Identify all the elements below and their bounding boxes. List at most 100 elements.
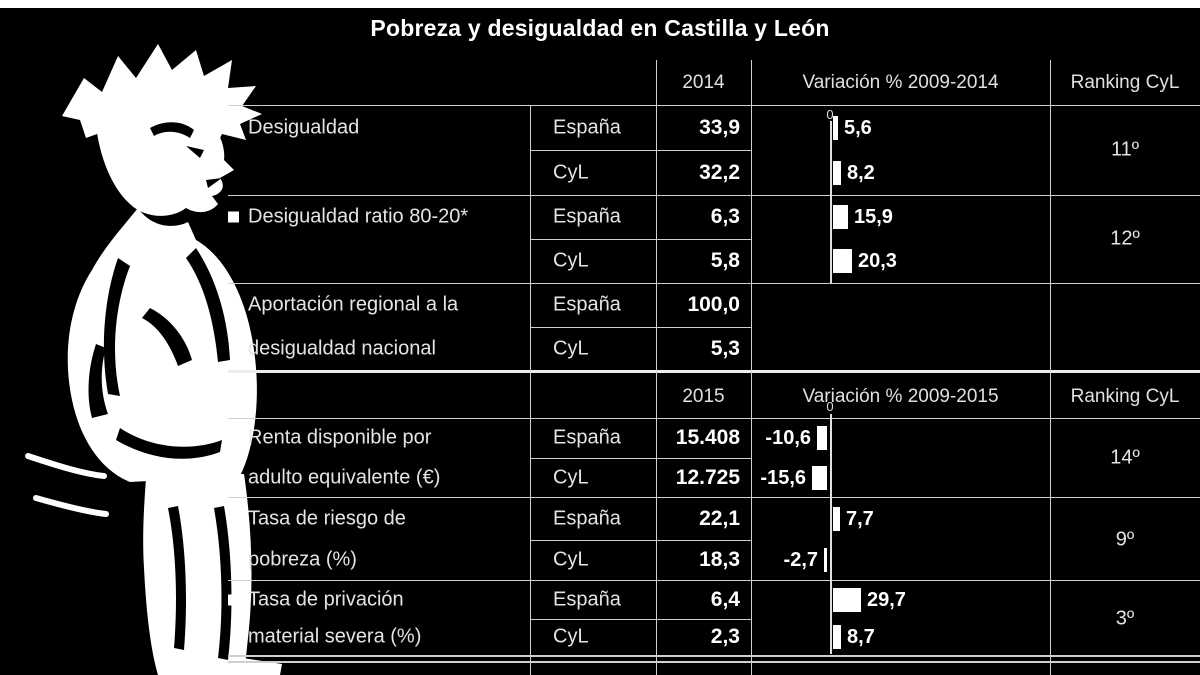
variation-value: 8,7 <box>847 626 875 649</box>
axis-zero-label: 0 <box>826 399 834 414</box>
entity-label: España <box>553 426 621 449</box>
indicator-label: Tasa de riesgo de <box>248 507 406 530</box>
table-group-renta-disponible: Renta disponible por adulto equivalente … <box>0 418 1200 498</box>
row-divider <box>530 150 751 151</box>
variation-bar <box>833 205 848 229</box>
variation-bar <box>812 466 827 490</box>
ranking-column-header: Ranking CyL <box>1070 71 1180 93</box>
entity-label: España <box>553 205 621 228</box>
bullet-square-icon <box>228 513 239 525</box>
table-header-2015: 2015 Variación % 2009-2015 Ranking CyL <box>0 375 1200 418</box>
entity-label: CyL <box>553 466 589 489</box>
grid-hline <box>228 418 1200 419</box>
indicator-label: Desigualdad <box>248 116 360 138</box>
variation-bar-row: 20,3 <box>833 247 897 275</box>
variation-bar-row: 15,9 <box>833 203 893 231</box>
variation-bar-row: 7,7 <box>833 505 874 533</box>
variation-column-header: Variación % 2009-2015 <box>802 385 999 407</box>
indicator-label: Desigualdad ratio 80-20* <box>248 205 469 228</box>
bullet-square-icon <box>228 432 239 444</box>
bottom-double-line-top <box>228 655 1200 657</box>
variation-bar-row: 5,6 <box>833 114 872 142</box>
grid-vline <box>1050 60 1051 675</box>
grid-vline <box>530 105 531 675</box>
value-cell: 6,4 <box>710 587 740 611</box>
entity-label: CyL <box>553 337 589 360</box>
ranking-cell: 12º <box>1110 227 1140 250</box>
variation-bar <box>833 160 841 185</box>
variation-zero-axis <box>830 414 832 654</box>
indicator-label-line2: material severa (%) <box>248 625 422 648</box>
row-divider <box>530 458 751 459</box>
grid-hline <box>228 283 1200 284</box>
grid-vline <box>656 60 657 675</box>
row-divider <box>530 618 751 620</box>
value-cell: 18,3 <box>699 548 740 572</box>
indicator-label-line2: pobreza (%) <box>248 548 357 571</box>
bottom-double-line-bottom <box>228 661 1200 663</box>
variation-bar <box>833 115 838 140</box>
variation-value: 8,2 <box>847 161 875 184</box>
value-cell: 2,3 <box>710 625 740 649</box>
entity-label: CyL <box>553 548 589 571</box>
value-cell: 12.725 <box>675 466 740 489</box>
top-border-bar <box>0 0 1200 8</box>
year-column-header: 2014 <box>682 71 725 93</box>
table-group-ratio-80-20: Desigualdad ratio 80-20* España CyL 6,3 … <box>0 195 1200 283</box>
variation-bar-row: 29,7 <box>833 586 906 614</box>
variation-value: 29,7 <box>867 588 906 611</box>
variation-bar <box>833 506 840 531</box>
ranking-column-header: Ranking CyL <box>1070 385 1180 407</box>
indicator-label-line2: desigualdad nacional <box>248 337 436 360</box>
bullet-square-icon <box>228 594 239 606</box>
indicator-label: Aportación regional a la <box>248 293 459 316</box>
entity-label: CyL <box>553 625 589 648</box>
variation-value: -15,6 <box>760 467 806 489</box>
row-divider <box>530 239 751 240</box>
ranking-cell: 9º <box>1115 528 1135 550</box>
value-cell: 32,2 <box>699 160 740 184</box>
entity-label: CyL <box>553 161 589 183</box>
bullet-square-icon <box>228 299 239 311</box>
grid-vline <box>751 60 752 675</box>
grid-hline <box>228 195 1200 196</box>
value-cell: 100,0 <box>687 293 740 316</box>
entity-label: España <box>553 588 621 611</box>
entity-label: España <box>553 116 621 138</box>
grid-hline <box>228 497 1200 498</box>
value-cell: 6,3 <box>710 205 740 228</box>
variation-value: 20,3 <box>858 250 897 272</box>
table-group-desigualdad: Desigualdad España CyL 33,9 32,2 5,6 8,2… <box>0 105 1200 195</box>
ranking-cell: 14º <box>1110 446 1140 469</box>
variation-bar <box>833 249 852 273</box>
value-cell: 5,3 <box>710 337 740 360</box>
table-group-privacion-material: Tasa de privación material severa (%) Es… <box>0 581 1200 656</box>
value-cell: 5,8 <box>710 249 740 272</box>
variation-value: -10,6 <box>765 427 811 449</box>
table-header-2014: 2014 Variación % 2009-2014 Ranking CyL <box>0 60 1200 105</box>
variation-bar <box>833 587 861 612</box>
axis-zero-label: 0 <box>826 107 834 122</box>
variation-value: 15,9 <box>854 206 893 228</box>
section-separator-line <box>228 370 1200 373</box>
row-divider <box>530 327 751 328</box>
variation-bar-row: 8,2 <box>833 159 875 187</box>
variation-bar-row: -15,6 <box>760 464 827 492</box>
bullet-square-icon <box>228 211 239 223</box>
variation-column-header: Variación % 2009-2014 <box>802 71 999 93</box>
indicator-label: Tasa de privación <box>248 588 404 611</box>
variation-bar <box>833 625 841 650</box>
entity-label: España <box>553 507 621 530</box>
indicator-label: Renta disponible por <box>248 426 432 449</box>
page-title: Pobreza y desigualdad en Castilla y León <box>370 15 830 41</box>
grid-hline <box>228 580 1200 581</box>
entity-label: CyL <box>553 249 589 272</box>
variation-bar-row: -2,7 <box>784 546 827 574</box>
table-group-aportacion-regional: Aportación regional a la desigualdad nac… <box>0 283 1200 371</box>
poor-man-illustration <box>25 44 282 675</box>
variation-bar <box>824 548 827 573</box>
variation-bar-row: 8,7 <box>833 623 875 651</box>
variation-bar-row: -10,6 <box>765 424 827 452</box>
value-cell: 33,9 <box>699 115 740 139</box>
